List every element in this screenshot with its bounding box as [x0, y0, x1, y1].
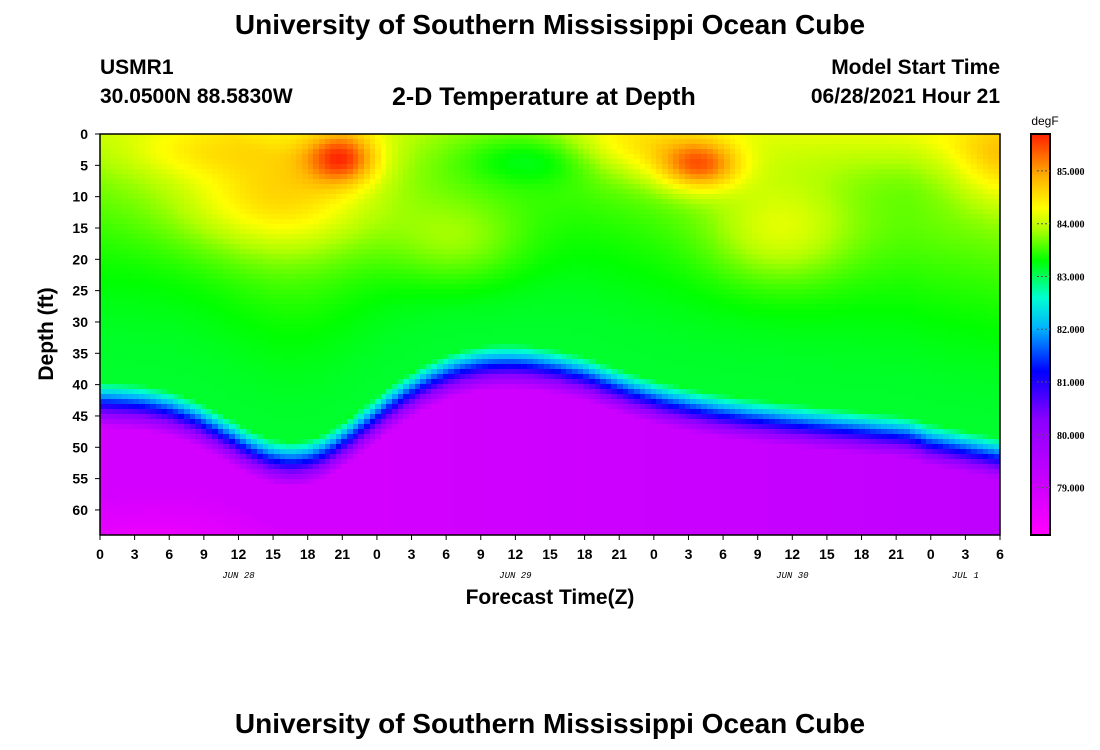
y-tick-label: 35: [72, 345, 88, 361]
y-tick-label: 30: [72, 314, 88, 330]
x-axis-label: Forecast Time(Z): [466, 586, 635, 609]
x-tick-label: 15: [819, 546, 835, 562]
x-tick-label: 3: [131, 546, 139, 562]
x-tick-label: 21: [335, 546, 351, 562]
x-tick-label: 3: [408, 546, 416, 562]
model-start-time: 06/28/2021 Hour 21: [810, 85, 1000, 108]
x-tick-label: 3: [961, 546, 969, 562]
colorbar-tick-label: 81.000: [1057, 378, 1085, 389]
x-date-label: JUN 30: [776, 571, 809, 581]
y-tick-label: 0: [80, 126, 88, 142]
y-tick-label: 20: [72, 251, 88, 267]
x-tick-label: 9: [200, 546, 208, 562]
x-tick-label: 6: [442, 546, 450, 562]
y-axis: 0 5 10 15 20 25 30 35 40 45 50 55 60: [72, 126, 100, 518]
y-tick-label: 15: [72, 220, 88, 236]
y-tick-label: 5: [80, 157, 88, 173]
x-tick-label: 6: [996, 546, 1004, 562]
chart-title: 2-D Temperature at Depth: [392, 83, 696, 111]
colorbar-tick-label: 84.000: [1057, 220, 1085, 231]
x-axis: 0 3 6 9 12 15 18 21 0 3 6 9 12 15 18 21 0 3 6 9 12 15 18 21 0 3 6 J…: [96, 535, 1004, 581]
x-tick-label: 21: [888, 546, 904, 562]
colorbar-tick-label: 82.000: [1057, 325, 1085, 336]
heatmap-canvas: [100, 134, 1000, 535]
x-tick-label: 0: [650, 546, 658, 562]
x-date-label: JUN 28: [222, 571, 255, 581]
x-tick-label: 18: [300, 546, 316, 562]
x-tick-label: 9: [477, 546, 485, 562]
footer-title: University of Southern Mississippi Ocean…: [234, 708, 866, 739]
station-id: USMR1: [100, 56, 174, 79]
x-tick-label: 12: [508, 546, 524, 562]
colorbar-ticks: 79.000 80.000 81.000 82.000 83.000 84.000 85.0…: [1037, 167, 1085, 495]
y-tick-label: 60: [72, 502, 88, 518]
station-coordinates: 30.0500N 88.5830W: [100, 85, 293, 108]
x-tick-label: 0: [373, 546, 381, 562]
colorbar-tick-label: 83.000: [1057, 272, 1085, 283]
x-tick-label: 0: [927, 546, 935, 562]
colorbar-unit: degF: [1031, 114, 1058, 128]
y-tick-label: 50: [72, 439, 88, 455]
x-tick-label: 6: [165, 546, 173, 562]
x-tick-label: 3: [685, 546, 693, 562]
model-start-label: Model Start Time: [831, 56, 1000, 79]
y-tick-label: 25: [72, 283, 88, 299]
colorbar-tick-label: 79.000: [1057, 484, 1085, 495]
x-tick-label: 9: [754, 546, 762, 562]
x-tick-label: 0: [96, 546, 104, 562]
x-tick-label: 18: [854, 546, 870, 562]
colorbar-ramp: [1030, 133, 1051, 536]
page-title: University of Southern Mississippi Ocean…: [234, 9, 866, 40]
colorbar-tick-label: 80.000: [1057, 431, 1085, 442]
x-tick-label: 15: [542, 546, 558, 562]
y-axis-label: Depth (ft): [35, 287, 58, 380]
x-tick-label: 18: [577, 546, 593, 562]
x-tick-label: 12: [231, 546, 247, 562]
y-tick-label: 10: [72, 189, 88, 205]
x-tick-label: 6: [719, 546, 727, 562]
y-tick-label: 45: [72, 408, 88, 424]
x-tick-label: 12: [785, 546, 801, 562]
x-tick-label: 21: [611, 546, 627, 562]
colorbar-tick-label: 85.000: [1057, 167, 1085, 178]
heatmap-area: [100, 134, 1000, 535]
x-date-label: JUL 1: [952, 571, 979, 581]
y-tick-label: 55: [72, 471, 88, 487]
y-tick-label: 40: [72, 377, 88, 393]
x-tick-label: 15: [265, 546, 281, 562]
colorbar: degF 79.000 80.000 81.000 82.000 83.000 84.00…: [1030, 114, 1085, 536]
x-date-label: JUN 29: [499, 571, 532, 581]
